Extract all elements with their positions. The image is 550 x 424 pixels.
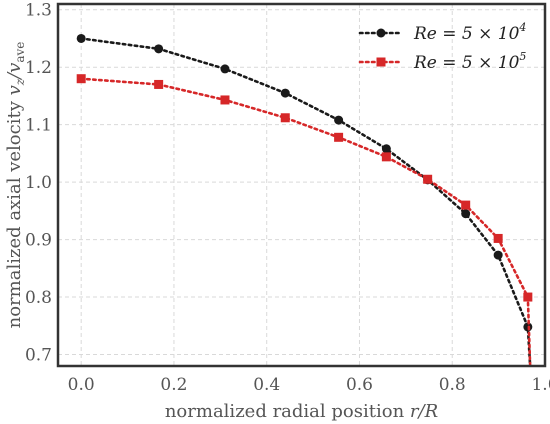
series-2-point (423, 174, 433, 184)
legend-label-re-5e5: Re = 5 × 105 (413, 50, 526, 73)
series-layer (76, 33, 533, 368)
series-1-line (79, 37, 532, 368)
series-2-point (154, 79, 164, 89)
series-2-point (76, 74, 86, 84)
series-2-point (381, 152, 391, 162)
series-1-point (493, 250, 503, 260)
x-tick-label: 0.4 (253, 375, 280, 395)
x-tick-label: 0.2 (160, 375, 187, 395)
series-2-point (280, 113, 290, 123)
series-2-point (493, 233, 503, 243)
y-tick-label: 1.2 (25, 58, 52, 78)
legend-item-re-5e4: Re = 5 × 104 (358, 21, 526, 44)
series-2-point (523, 292, 533, 302)
legend: Re = 5 × 104 Re = 5 × 105 (358, 21, 526, 73)
legend-label-re-5e4: Re = 5 × 104 (413, 21, 526, 44)
series-2-point (220, 95, 230, 105)
series-1-point (220, 64, 230, 74)
tick-labels: 0.0 0.2 0.4 0.6 0.8 1.0 0.7 0.8 0.9 1.0 1.1 1.2 1.3 (25, 1, 550, 395)
y-axis-label: normalized axial velocity vz/vave (4, 42, 27, 329)
x-tick-label: 0.8 (439, 375, 466, 395)
y-tick-label: 1.1 (25, 116, 52, 136)
plot-background (58, 4, 545, 366)
legend-marker-re-5e4 (376, 28, 386, 38)
series-2-point (334, 132, 344, 142)
plot-frame (56, 2, 547, 368)
series-2-point (461, 200, 471, 210)
x-tick-label: 0.6 (346, 375, 373, 395)
series-1-point (334, 115, 344, 125)
series-1-point (381, 144, 391, 154)
series-1-point (154, 44, 164, 54)
x-axis-label: normalized radial position r/R (165, 401, 438, 422)
legend-item-re-5e5: Re = 5 × 105 (358, 50, 526, 73)
legend-marker-re-5e5 (376, 57, 386, 67)
series-1-point (280, 88, 290, 98)
y-tick-label: 0.9 (25, 231, 52, 251)
x-tick-label: 0.0 (68, 375, 95, 395)
series-1-point (76, 33, 86, 43)
x-tick-label: 1.0 (531, 375, 550, 395)
y-tick-label: 1.0 (25, 173, 52, 193)
y-tick-label: 0.7 (25, 346, 52, 366)
y-tick-label: 1.3 (25, 1, 52, 21)
series-2 (76, 74, 533, 368)
y-tick-label: 0.8 (25, 288, 52, 308)
series-1-point (461, 209, 471, 219)
